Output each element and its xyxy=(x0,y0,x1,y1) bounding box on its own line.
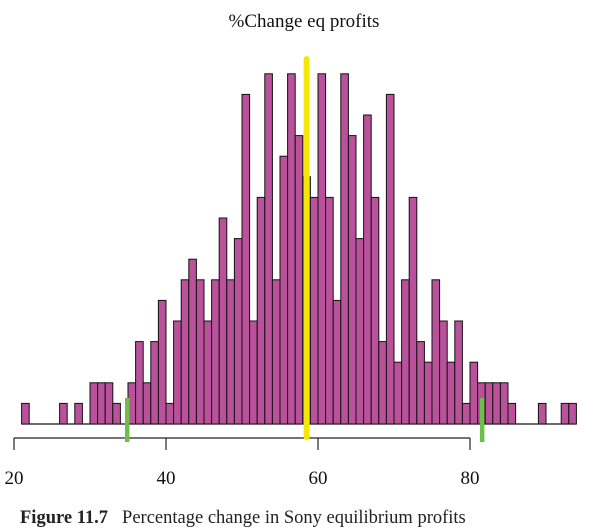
x-tick-label: 20 xyxy=(5,468,24,489)
histogram-bar xyxy=(264,73,273,425)
histogram-bar xyxy=(446,361,456,425)
histogram-bar xyxy=(180,279,190,425)
histogram-bar xyxy=(211,279,220,425)
histogram-bar xyxy=(484,382,494,425)
histogram-bar xyxy=(249,320,258,425)
histogram-bar xyxy=(355,238,365,425)
chart-title: %Change eq profits xyxy=(229,11,380,32)
histogram-bar xyxy=(507,402,517,425)
histogram-bar xyxy=(499,382,509,425)
histogram-bar xyxy=(142,382,152,425)
histogram-bar xyxy=(173,320,182,425)
histogram-bar xyxy=(568,402,577,425)
histogram-bar xyxy=(218,217,228,425)
histogram-bar xyxy=(74,402,83,425)
histogram-bar xyxy=(423,361,433,425)
histogram-bar xyxy=(408,196,418,425)
histogram-bar xyxy=(454,320,463,425)
histogram-bar xyxy=(271,279,281,425)
histogram-bar xyxy=(416,341,425,425)
histogram-bar xyxy=(560,402,570,425)
x-tick-label: 80 xyxy=(461,468,480,489)
x-tick-label: 40 xyxy=(157,468,176,489)
histogram-bar xyxy=(97,382,106,425)
histogram-bar xyxy=(431,279,441,425)
x-axis: 20 40 60 80 xyxy=(5,437,480,489)
histogram-bar xyxy=(256,196,266,425)
histogram-bar xyxy=(309,196,319,425)
histogram-bar xyxy=(340,73,349,425)
histogram-bar xyxy=(385,93,395,425)
histogram-bar xyxy=(165,402,175,425)
figure-caption: Figure 11.7 Percentage change in Sony equ… xyxy=(20,508,466,529)
histogram-bar xyxy=(157,299,167,425)
histogram-bar xyxy=(150,341,159,425)
histogram-bar xyxy=(279,155,289,425)
histogram-bar xyxy=(370,196,380,425)
histogram-bar xyxy=(294,135,304,425)
x-tick-label: 60 xyxy=(309,468,328,489)
histogram-bar xyxy=(439,320,448,425)
histogram-bar xyxy=(112,402,121,425)
histogram-bar xyxy=(492,382,501,425)
histogram-bar xyxy=(188,258,197,425)
histogram-bar xyxy=(461,402,471,425)
histogram-bar xyxy=(469,361,479,425)
histogram-bar xyxy=(332,299,342,425)
bars-group xyxy=(21,73,577,425)
histogram-bar xyxy=(104,382,114,425)
histogram-bar xyxy=(89,382,99,425)
histogram-chart: %Change eq profits 20 40 60 80 xyxy=(5,11,577,489)
histogram-bar xyxy=(363,114,372,425)
caption-text: Percentage change in Sony equilibrium pr… xyxy=(122,508,466,528)
histogram-bar xyxy=(233,238,243,425)
histogram-bar xyxy=(287,73,296,425)
reference-lines xyxy=(124,56,485,442)
histogram-bar xyxy=(378,341,387,425)
histogram-bar xyxy=(393,361,403,425)
histogram-bar xyxy=(537,402,547,425)
histogram-bar xyxy=(226,279,235,425)
histogram-bar xyxy=(21,402,30,425)
histogram-bar xyxy=(401,279,410,425)
histogram-bar xyxy=(195,279,205,425)
histogram-bar xyxy=(241,93,251,425)
histogram-bar xyxy=(325,196,334,425)
histogram-bar xyxy=(135,341,144,425)
histogram-bar xyxy=(317,73,327,425)
histogram-bar xyxy=(59,402,68,425)
histogram-bar xyxy=(347,135,357,425)
histogram-bar xyxy=(203,320,213,425)
caption-label: Figure 11.7 xyxy=(20,508,109,528)
